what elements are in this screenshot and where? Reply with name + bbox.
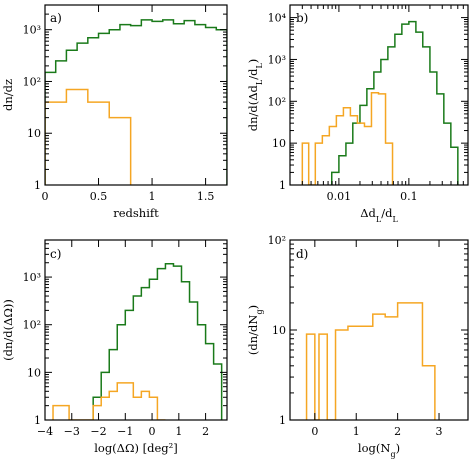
panel-4: 0 1 2 3 1 10 10² d) log(Ng) (dn/dNg) <box>246 234 469 459</box>
x-tick-label: 0.01 <box>327 190 352 203</box>
y-tick-label: 10³ <box>23 24 41 37</box>
y-tick-label: 10² <box>23 319 41 332</box>
panel-2: 0.01 0.1 1 10 10² 10³ 10⁴ b) ΔdL/dL dn/d(ΔdL/dL) <box>246 4 469 224</box>
x-tick-label: 0.1 <box>400 190 418 203</box>
y-tick-label: 1 <box>34 179 41 192</box>
histogram-series-green <box>92 263 223 420</box>
x-axis-label: log(Ng) <box>358 441 400 459</box>
x-tick-label: 0.5 <box>90 190 108 203</box>
x-axis-label: redshift <box>113 206 159 220</box>
x-tick-label: 2 <box>202 425 209 438</box>
x-axis-label: ΔdL/dL <box>360 206 398 224</box>
histogram-series-orange <box>45 88 132 185</box>
y-tick-label: 10 <box>272 137 286 150</box>
panel-3: −4 −3 −2 −1 0 1 2 1 10 10² 10³ c) log(ΔΩ) [deg²] (dn/… <box>1 239 228 455</box>
y-tick-label: 1 <box>34 414 41 427</box>
y-tick-label: 10 <box>27 127 41 140</box>
y-tick-label: 1 <box>279 179 286 192</box>
x-tick-label: −2 <box>90 425 106 438</box>
x-tick-label: 1 <box>149 190 156 203</box>
y-tick-label: 10² <box>268 234 286 247</box>
x-tick-label: 1.5 <box>197 190 215 203</box>
x-tick-label: 2 <box>394 425 401 438</box>
panel-label: c) <box>50 247 61 261</box>
x-tick-label: 0 <box>311 425 318 438</box>
plot-frame <box>289 239 469 421</box>
histogram-series-orange <box>305 302 436 420</box>
x-axis-label: log(ΔΩ) [deg²] <box>94 441 178 455</box>
panel-label: d) <box>296 247 308 261</box>
histogram-series-green <box>45 19 227 185</box>
x-tick-label: 1 <box>353 425 360 438</box>
y-tick-label: 10³ <box>23 271 41 284</box>
y-tick-label: 10² <box>23 75 41 88</box>
plot-frame <box>44 4 228 186</box>
y-axis-label: (dn/d(ΔΩ)) <box>1 299 15 361</box>
y-tick-label: 10 <box>27 366 41 379</box>
y-axis-label: (dn/dNg) <box>246 305 264 355</box>
y-tick-label: 10 <box>272 324 286 337</box>
y-axis-label: dn/d(ΔdL/dL) <box>246 59 264 132</box>
plot-frame <box>289 4 469 186</box>
histogram-series-green <box>330 20 459 185</box>
panel-1: 0 0.5 1 1.5 1 10 10² 10³ a) redshift dn/dz <box>1 4 228 220</box>
x-tick-label: 3 <box>436 425 443 438</box>
x-tick-label: −1 <box>117 425 133 438</box>
histogram-series-orange <box>301 92 394 185</box>
y-axis-label: dn/dz <box>1 79 15 111</box>
x-tick-label: 1 <box>175 425 182 438</box>
panel-label: b) <box>296 11 308 25</box>
y-tick-label: 10² <box>268 95 286 108</box>
histogram-series-orange <box>52 382 166 420</box>
x-tick-label: −4 <box>37 425 53 438</box>
y-tick-label: 10³ <box>268 53 286 66</box>
x-tick-label: 0 <box>149 425 156 438</box>
y-tick-label: 10⁴ <box>268 12 287 25</box>
x-tick-label: 0 <box>42 190 49 203</box>
panel-label: a) <box>50 11 62 25</box>
y-tick-label: 1 <box>279 414 286 427</box>
plot-frame <box>44 239 228 421</box>
x-tick-label: −3 <box>64 425 80 438</box>
